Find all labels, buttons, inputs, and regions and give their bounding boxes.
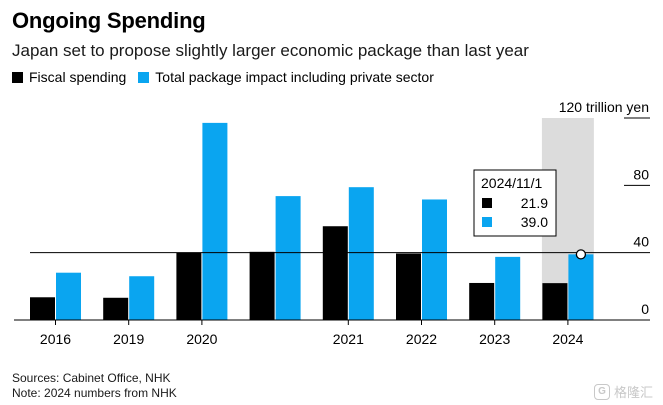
bar-total [202, 122, 228, 320]
x-tick-label: 2022 [406, 331, 437, 347]
x-tick-label: 2024 [552, 331, 583, 347]
bar-total [495, 256, 521, 320]
chart-title: Ongoing Spending [12, 8, 206, 33]
x-tick-label: 2020 [186, 331, 217, 347]
data-note: Note: 2024 numbers from NHK [12, 386, 177, 400]
tooltip-swatch-fiscal [482, 198, 492, 208]
bar-total [568, 254, 594, 320]
watermark-logo-icon: G [593, 383, 610, 400]
watermark: G 格隆汇 [593, 382, 653, 401]
y-tick-label: 40 [633, 234, 649, 250]
bar-fiscal [396, 253, 421, 320]
bar-fiscal [469, 282, 495, 320]
tooltip-value-total: 39.0 [521, 214, 548, 230]
legend: Fiscal spending Total package impact inc… [12, 69, 446, 85]
legend-swatch-total [138, 71, 150, 83]
bar-fiscal [176, 252, 202, 320]
x-tick-label: 2016 [40, 331, 71, 347]
bar-fiscal [542, 283, 568, 320]
y-tick-label: 0 [641, 301, 649, 317]
tooltip-value-fiscal: 21.9 [521, 195, 548, 211]
legend-item-fiscal: Fiscal spending [12, 69, 126, 85]
x-tick-label: 2021 [333, 331, 364, 347]
x-tick-label: 2023 [479, 331, 510, 347]
bar-fiscal [322, 226, 348, 320]
legend-label-total: Total package impact including private s… [155, 69, 434, 85]
bar-total [422, 199, 447, 320]
bar-fiscal [103, 297, 129, 320]
y-tick-label: 120 trillion yen [559, 99, 649, 115]
sources-note: Sources: Cabinet Office, NHK [12, 371, 171, 385]
legend-label-fiscal: Fiscal spending [29, 69, 127, 85]
bar-fiscal [30, 297, 55, 320]
tooltip-date: 2024/11/1 [481, 175, 542, 191]
tooltip-swatch-total [482, 217, 492, 227]
bar-fiscal [249, 251, 275, 320]
bar-total [275, 196, 301, 320]
bar-total [348, 187, 374, 320]
y-tick-label: 80 [633, 166, 649, 182]
hover-marker [575, 249, 587, 260]
legend-item-total: Total package impact including private s… [138, 69, 434, 85]
bar-total [129, 276, 155, 320]
x-tick-label: 2019 [113, 331, 144, 347]
legend-swatch-fiscal [12, 71, 23, 83]
bar-total [56, 272, 81, 320]
chart-subtitle: Japan set to propose slightly larger eco… [12, 41, 529, 60]
watermark-text: 格隆汇 [613, 385, 653, 400]
